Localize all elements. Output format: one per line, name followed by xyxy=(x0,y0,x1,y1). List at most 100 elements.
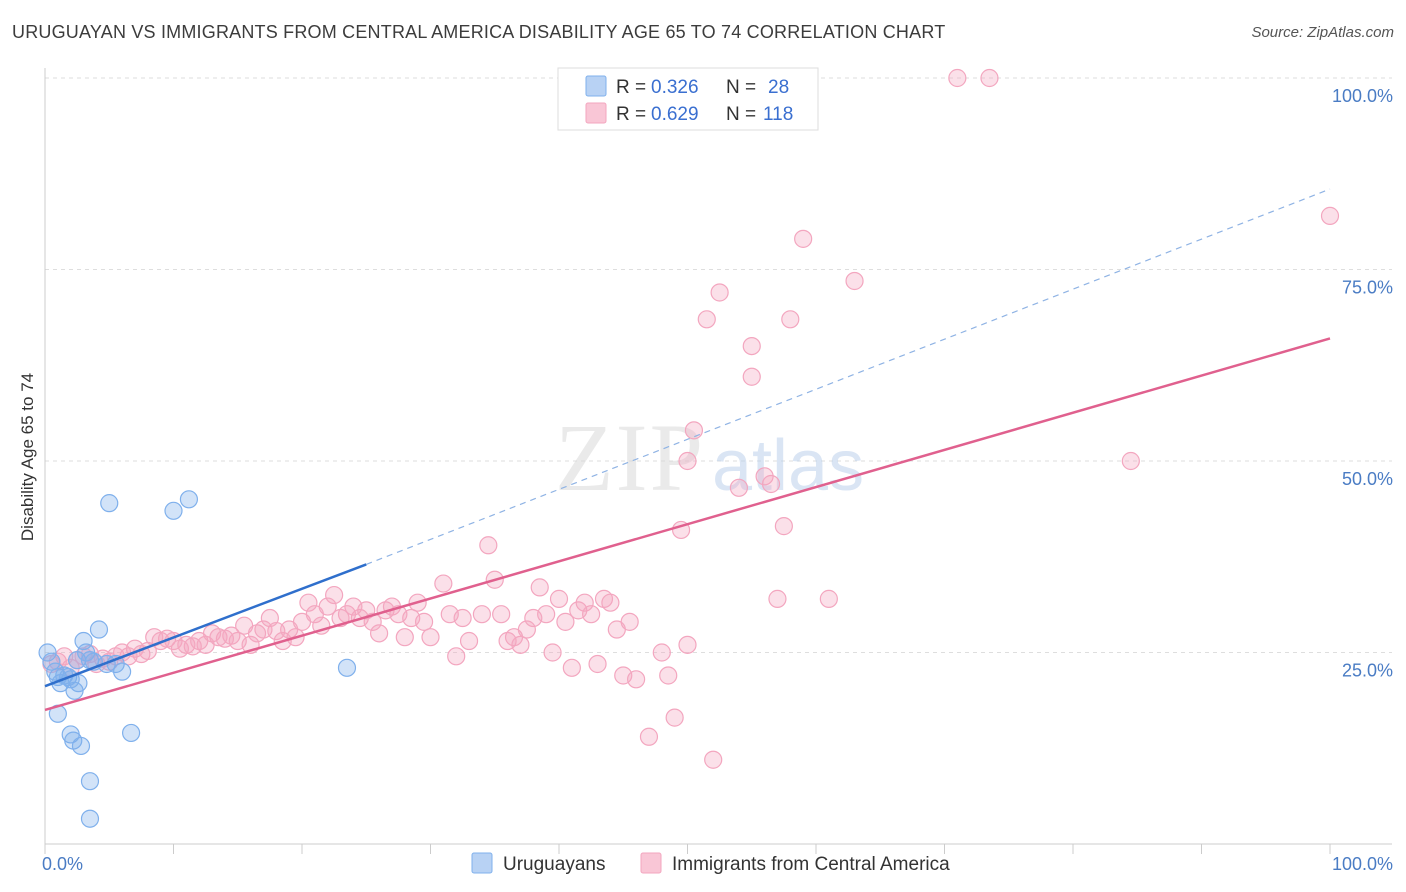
central-america-point-58 xyxy=(414,612,434,631)
series-1-points xyxy=(42,68,1340,769)
uruguayan-point-27 xyxy=(80,772,100,791)
central-america-point-83 xyxy=(588,654,607,674)
central-america-point-114 xyxy=(1320,206,1340,225)
central-america-point-108 xyxy=(794,229,813,248)
central-america-point-85 xyxy=(601,593,620,612)
grid-layer xyxy=(45,77,1392,653)
central-america-point-62 xyxy=(447,647,466,666)
uruguayan-point-1 xyxy=(42,652,61,671)
y-axis-label: Disability Age 65 to 74 xyxy=(18,373,37,541)
central-america-point-91 xyxy=(652,643,671,662)
series-legend-label-uruguayans: Uruguayans xyxy=(503,854,605,875)
stats-legend-swatch-uruguayans xyxy=(585,75,607,97)
uruguayan-point-0 xyxy=(38,643,57,662)
central-america-point-65 xyxy=(472,605,491,624)
y-tick-label-0: 25.0% xyxy=(1342,661,1393,681)
series-legend-label-central-america: Immigrants from Central America xyxy=(672,854,950,875)
central-america-point-109 xyxy=(819,589,838,608)
stats-legend: R = 0.326 N = 28 R = 0.629 N = 118 xyxy=(557,67,819,131)
central-america-point-43 xyxy=(318,597,337,616)
stats-legend-n-value-2: 118 xyxy=(763,104,793,125)
source-label: Source: ZipAtlas.com xyxy=(1251,24,1394,41)
chart-title: URUGUAYAN VS IMMIGRANTS FROM CENTRAL AME… xyxy=(12,22,946,42)
central-america-point-111 xyxy=(948,68,967,88)
stats-legend-swatch-central-america xyxy=(585,102,607,124)
y-tick-label-1: 50.0% xyxy=(1342,469,1393,489)
uruguayan-point-16 xyxy=(100,494,119,513)
central-america-point-113 xyxy=(1121,451,1140,471)
uruguayan-point-21 xyxy=(179,490,199,509)
uruguayan-point-14 xyxy=(89,620,109,639)
axes-layer: 25.0% 50.0% 75.0% 100.0% 0.0% 100.0% xyxy=(42,68,1393,874)
uruguayan-point-19 xyxy=(121,723,141,743)
x-tick-label-0: 0.0% xyxy=(42,854,83,874)
central-america-point-76 xyxy=(543,643,562,662)
central-america-point-102 xyxy=(742,367,761,386)
central-america-trend-line xyxy=(44,337,1331,712)
central-america-point-64 xyxy=(459,631,479,651)
watermark-atlas: atlas xyxy=(712,426,864,506)
central-america-point-51 xyxy=(370,624,389,643)
central-america-point-94 xyxy=(678,635,697,654)
watermark: ZIP atlas xyxy=(555,404,864,511)
central-america-point-93 xyxy=(665,708,684,727)
stats-legend-n-label-2: N = xyxy=(726,104,756,125)
central-america-point-89 xyxy=(626,670,646,689)
central-america-point-74 xyxy=(530,578,549,597)
central-america-point-68 xyxy=(492,605,511,624)
uruguayan-point-22 xyxy=(337,658,357,677)
uruguayan-trend-extension xyxy=(366,188,1331,565)
central-america-point-115 xyxy=(742,337,761,356)
y-tick-label-3: 100.0% xyxy=(1332,86,1393,106)
stats-legend-r-label-2: R = xyxy=(616,104,646,125)
watermark-zip: ZIP xyxy=(555,404,705,511)
central-america-point-78 xyxy=(556,612,575,631)
central-america-point-106 xyxy=(774,517,793,536)
central-america-point-72 xyxy=(517,620,536,639)
central-america-point-55 xyxy=(395,628,414,647)
uruguayan-point-28 xyxy=(80,809,100,828)
central-america-point-88 xyxy=(620,612,639,631)
central-america-point-112 xyxy=(980,68,999,88)
central-america-point-100 xyxy=(710,283,729,302)
uruguayan-point-29 xyxy=(69,674,88,693)
central-america-point-82 xyxy=(582,605,601,624)
central-america-point-79 xyxy=(562,658,581,677)
central-america-point-71 xyxy=(511,635,530,654)
central-america-point-44 xyxy=(325,585,344,605)
central-america-point-99 xyxy=(697,310,716,329)
y-tick-label-2: 75.0% xyxy=(1342,278,1393,298)
uruguayan-point-18 xyxy=(112,662,132,681)
central-america-point-90 xyxy=(639,727,659,746)
central-america-point-107 xyxy=(781,310,800,329)
central-america-point-104 xyxy=(761,474,781,494)
uruguayan-trend-line xyxy=(44,563,367,688)
uruguayan-point-26 xyxy=(71,736,91,756)
series-legend-swatch-uruguayans xyxy=(471,852,493,874)
series-0-points xyxy=(38,490,357,828)
trend-layer xyxy=(44,188,1331,712)
uruguayan-point-20 xyxy=(164,501,183,520)
central-america-point-101 xyxy=(729,478,749,497)
central-america-point-81 xyxy=(575,593,594,612)
x-tick-label-1: 100.0% xyxy=(1332,854,1393,874)
central-america-point-110 xyxy=(845,271,864,291)
central-america-point-75 xyxy=(537,605,556,624)
central-america-point-105 xyxy=(768,589,787,608)
central-america-point-97 xyxy=(678,451,697,471)
central-america-point-60 xyxy=(434,574,453,593)
central-america-point-98 xyxy=(684,421,704,440)
central-america-point-92 xyxy=(659,666,678,685)
stats-legend-r-value-1: 0.326 xyxy=(651,77,699,98)
series-legend: Uruguayans Immigrants from Central Ameri… xyxy=(471,852,950,875)
central-america-point-66 xyxy=(479,536,498,555)
central-america-point-77 xyxy=(549,589,569,608)
stats-legend-r-label-1: R = xyxy=(616,77,646,98)
central-america-point-95 xyxy=(704,750,723,769)
central-america-point-63 xyxy=(453,608,472,628)
stats-legend-n-label-1: N = xyxy=(726,77,756,98)
stats-legend-n-value-1: 28 xyxy=(768,77,789,98)
central-america-point-59 xyxy=(421,628,440,647)
series-legend-swatch-central-america xyxy=(640,852,662,874)
